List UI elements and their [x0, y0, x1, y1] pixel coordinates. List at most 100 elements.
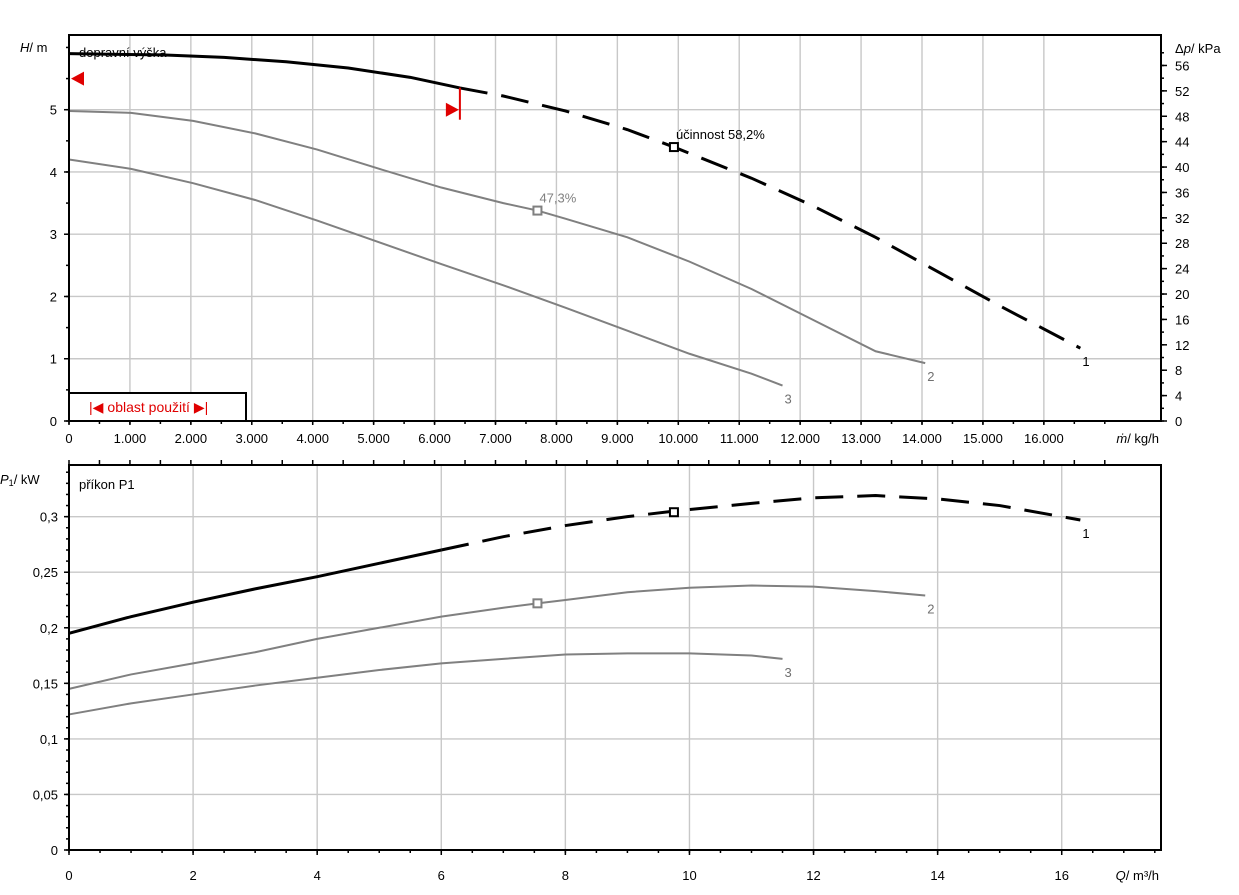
power-axis-unit: / kW	[14, 472, 41, 487]
mass-flow-tick-label: 16.000	[1024, 431, 1064, 446]
pressure-axis-symbol: p	[1183, 41, 1191, 56]
pressure-axis-delta: Δ	[1175, 41, 1184, 56]
range-right-symbol: ▶|	[194, 399, 208, 415]
mass-flow-tick-label: 14.000	[902, 431, 942, 446]
pressure-tick-label: 4	[1175, 389, 1182, 404]
power-chart-grid	[69, 465, 1161, 850]
power-curve-1-dashed	[440, 494, 1081, 552]
volume-flow-tick-label: 4	[314, 868, 321, 883]
head-chart: 1 2 3 účinnost 58,2% 47,3% 0 1.000 2.000 3.000 4…	[20, 34, 1221, 446]
mass-flow-tick-label: 8.000	[540, 431, 573, 446]
head-curve-1-solid	[68, 52, 461, 90]
power-tick-label: 0,15	[33, 676, 58, 691]
head-chart-axes: 0 1.000 2.000 3.000 4.000 5.000 6.000 7.000 8.00…	[50, 46, 1189, 446]
mass-flow-tick-label: 4.000	[296, 431, 329, 446]
head-axis-symbol: H	[20, 40, 30, 55]
power-chart: 123 0 2 4 6 8 10 12 14 1600,050,10,150,20,250,3 …	[0, 460, 1162, 883]
pressure-tick-label: 28	[1175, 236, 1189, 251]
mass-flow-tick-label: 3.000	[236, 431, 269, 446]
power-efficiency-marker	[668, 507, 679, 518]
power-chart-frame	[68, 464, 1162, 851]
power-tick-label: 0,05	[33, 787, 58, 802]
head-chart-series: 1 2 3 účinnost 58,2% 47,3%	[68, 52, 1090, 407]
head-tick-label: 3	[50, 227, 57, 242]
power-tick-label: 0,2	[40, 621, 58, 636]
mass-flow-tick-label: 7.000	[479, 431, 512, 446]
volume-flow-tick-label: 12	[806, 868, 820, 883]
head-curve-label-1: 1	[1082, 354, 1089, 369]
range-left-limit-marker	[71, 71, 84, 86]
mass-flow-axis-label: ṁ/ kg/h	[1116, 431, 1159, 446]
mass-flow-tick-label: 5.000	[357, 431, 390, 446]
head-tick-label: 1	[50, 352, 57, 367]
head-efficiency-marker	[668, 142, 679, 153]
head-curve-3	[68, 158, 783, 387]
head-curve-label-3: 3	[785, 392, 792, 407]
volume-flow-tick-label: 14	[930, 868, 944, 883]
volume-flow-axis-unit: / m³/h	[1126, 868, 1159, 883]
mass-flow-axis-unit: / kg/h	[1127, 431, 1159, 446]
head-tick-label: 5	[50, 103, 57, 118]
mass-flow-tick-label: 11.000	[720, 431, 759, 446]
head-curve-label-2: 2	[927, 369, 934, 384]
volume-flow-tick-label: 16	[1054, 868, 1068, 883]
power-curve-label-2: 2	[927, 602, 934, 617]
volume-flow-tick-label: 10	[682, 868, 696, 883]
power-curve-3	[68, 652, 783, 716]
head-chart-grid	[69, 35, 1161, 421]
mass-flow-tick-label: 13.000	[841, 431, 881, 446]
head-tick-label: 2	[50, 289, 57, 304]
mass-flow-axis-symbol: ṁ	[1116, 431, 1127, 446]
mass-flow-tick-label: 1.000	[114, 431, 147, 446]
power-chart-title: příkon P1	[79, 477, 135, 492]
head-curve-2	[68, 109, 926, 365]
head-tick-label: 4	[50, 165, 57, 180]
head-chart-title: dopravní výška	[79, 45, 167, 60]
head-efficiency-label: účinnost 58,2%	[676, 127, 765, 142]
application-range-legend: |◀ oblast použití ▶|	[68, 392, 247, 422]
power-tick-label: 0,1	[40, 732, 58, 747]
pressure-tick-label: 0	[1175, 414, 1182, 429]
pressure-tick-label: 36	[1175, 185, 1189, 200]
volume-flow-axis-symbol: Q	[1116, 868, 1126, 883]
head-efficiency-label: 47,3%	[539, 191, 576, 206]
power-tick-label: 0	[51, 843, 58, 858]
power-axis-label: P1/ kW	[0, 472, 40, 488]
head-efficiency-marker	[532, 205, 543, 216]
application-range-box	[68, 392, 247, 422]
head-curve-1-dashed	[459, 86, 1082, 350]
mass-flow-tick-label: 9.000	[601, 431, 634, 446]
power-tick-label: 0,3	[40, 510, 58, 525]
power-axis-subscript: 1	[9, 478, 14, 488]
power-curve-1-solid	[68, 548, 442, 635]
application-range-limits	[71, 71, 461, 120]
pressure-tick-label: 40	[1175, 160, 1189, 175]
mass-flow-tick-label: 12.000	[780, 431, 820, 446]
power-curve-label-1: 1	[1082, 526, 1089, 541]
power-curve-label-3: 3	[785, 665, 792, 680]
mass-flow-tick-label: 0	[65, 431, 72, 446]
volume-flow-axis-label: Q/ m³/h	[1116, 868, 1159, 883]
range-text: oblast použití	[107, 399, 190, 415]
mass-flow-tick-label: 2.000	[175, 431, 208, 446]
head-tick-label: 0	[50, 414, 57, 429]
head-axis-unit: / m	[29, 40, 47, 55]
pressure-axis-label: Δp/ kPa	[1175, 41, 1221, 56]
head-axis-label: H/ m	[20, 40, 47, 55]
pressure-axis-unit: / kPa	[1191, 41, 1221, 56]
volume-flow-tick-label: 2	[189, 868, 196, 883]
mass-flow-tick-label: 10.000	[658, 431, 698, 446]
range-left-symbol: |◀	[89, 399, 104, 415]
pressure-tick-label: 56	[1175, 58, 1189, 73]
power-curve-2	[68, 584, 926, 690]
volume-flow-tick-label: 6	[438, 868, 445, 883]
pressure-tick-label: 16	[1175, 312, 1189, 327]
pressure-tick-label: 48	[1175, 109, 1189, 124]
pressure-tick-label: 20	[1175, 287, 1189, 302]
power-efficiency-marker	[532, 598, 543, 609]
range-right-limit-marker	[445, 102, 459, 117]
head-chart-frame	[68, 34, 1162, 422]
pressure-tick-label: 52	[1175, 84, 1189, 99]
